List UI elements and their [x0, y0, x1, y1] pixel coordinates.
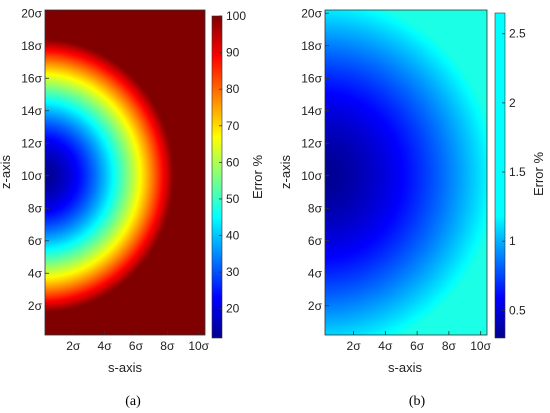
colorbar-a [211, 15, 223, 339]
colorbar-tick-label: 0.5 [509, 303, 526, 317]
x-tick-label: 10σ [470, 339, 491, 353]
colorbar-tick-label: 1 [509, 234, 516, 248]
colorbar-tick-label: 1.5 [509, 165, 526, 179]
caption-b: (b) [409, 394, 426, 409]
colorbar-tick-label: 50 [226, 192, 240, 206]
colorbar-tick-label: 100 [226, 9, 246, 23]
colorbar-tick-label: 90 [226, 46, 240, 60]
x-tick-label: 8σ [442, 339, 457, 353]
x-tick-label: 4σ [378, 339, 393, 353]
colorbar-tick-label: 2.5 [509, 27, 526, 41]
y-ticks-b: 2σ 4σ 6σ 8σ 10σ 12σ 14σ 16σ 18σ 20σ [301, 6, 329, 313]
y-tick-label: 4σ [308, 266, 323, 280]
heatmap-panel-a: 2σ 4σ 6σ 8σ 10σ 12σ 14σ 16σ 18σ 20σ 2σ 4σ 6σ 8σ 10σ z… [0, 6, 265, 409]
x-tick-label: 8σ [160, 339, 175, 353]
x-tick-label: 4σ [98, 339, 113, 353]
plot-frame-a [44, 9, 206, 336]
colorbar-label-b: Error % [531, 152, 546, 197]
y-tick-label: 18σ [301, 39, 322, 53]
x-tick-label: 2σ [347, 339, 362, 353]
y-tick-label: 4σ [28, 266, 43, 280]
y-tick-label: 20σ [301, 6, 322, 20]
y-tick-label: 6σ [28, 234, 43, 248]
y-tick-label: 14σ [21, 104, 42, 118]
x-ticks-b: 2σ 4σ 6σ 8σ 10σ [347, 331, 492, 353]
x-tick-label: 2σ [66, 339, 81, 353]
y-tick-label: 16σ [301, 71, 322, 85]
caption-a: (a) [125, 394, 141, 409]
x-tick-label: 6σ [410, 339, 425, 353]
x-axis-label-a: s-axis [108, 360, 142, 375]
heatmap-plot-a [45, 10, 205, 335]
y-tick-label: 12σ [301, 136, 322, 150]
heatmap-panel-b: 2σ 4σ 6σ 8σ 10σ 12σ 14σ 16σ 18σ 20σ 2σ 4σ 6σ 8σ 10σ z… [278, 6, 546, 409]
x-ticks-a: 2σ 4σ 6σ 8σ 10σ [66, 331, 210, 353]
y-tick-label: 2σ [308, 299, 323, 313]
y-tick-label: 12σ [21, 136, 42, 150]
colorbar-tick-label: 2 [509, 96, 516, 110]
y-tick-label: 10σ [21, 169, 42, 183]
y-axis-label-b: z-axis [278, 155, 293, 189]
y-tick-label: 10σ [301, 169, 322, 183]
x-tick-label: 6σ [129, 339, 144, 353]
colorbar-ticks-b: 0.5 1 1.5 2 2.5 [502, 27, 526, 317]
colorbar-tick-label: 60 [226, 155, 240, 169]
colorbar-tick-label: 40 [226, 229, 240, 243]
colorbar-tick-label: 30 [226, 265, 240, 279]
colorbar-label-a: Error % [250, 155, 265, 200]
x-axis-label-b: s-axis [388, 360, 422, 375]
heatmap-plot-b [325, 10, 487, 335]
y-ticks-a: 2σ 4σ 6σ 8σ 10σ 12σ 14σ 16σ 18σ 20σ [21, 6, 49, 313]
y-tick-label: 20σ [21, 6, 42, 20]
y-tick-label: 2σ [28, 299, 43, 313]
colorbar-tick-label: 70 [226, 119, 240, 133]
colorbar-b [494, 12, 506, 339]
colorbar-tick-label: 20 [226, 302, 240, 316]
y-tick-label: 8σ [308, 201, 323, 215]
y-axis-label-a: z-axis [0, 155, 13, 189]
y-tick-label: 6σ [308, 234, 323, 248]
colorbar-ticks-a: 20 30 40 50 60 70 80 90 100 [219, 9, 246, 316]
y-tick-label: 8σ [28, 201, 43, 215]
y-tick-label: 14σ [301, 104, 322, 118]
plot-frame-b [324, 9, 488, 336]
x-tick-label: 10σ [188, 339, 209, 353]
y-tick-label: 18σ [21, 39, 42, 53]
y-tick-label: 16σ [21, 71, 42, 85]
colorbar-tick-label: 80 [226, 82, 240, 96]
